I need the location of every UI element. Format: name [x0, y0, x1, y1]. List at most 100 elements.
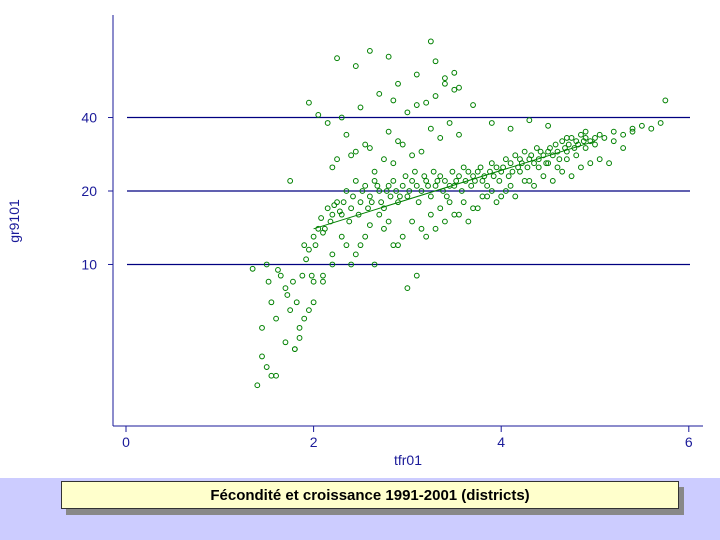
data-point — [324, 120, 331, 126]
data-point — [268, 372, 275, 379]
data-point — [545, 160, 551, 167]
data-point — [371, 168, 378, 175]
data-point — [453, 177, 460, 184]
data-point — [418, 188, 425, 194]
data-point — [474, 205, 481, 212]
data-point — [442, 218, 448, 225]
data-point — [484, 193, 491, 200]
data-point — [413, 71, 420, 78]
data-point — [657, 120, 664, 126]
data-point — [362, 182, 369, 189]
data-point — [437, 205, 444, 212]
data-point — [556, 156, 563, 163]
data-point — [505, 173, 512, 180]
data-point — [460, 164, 467, 171]
data-point — [296, 335, 303, 341]
data-point — [423, 99, 430, 106]
data-point — [629, 128, 636, 135]
data-point — [343, 242, 350, 249]
data-point — [334, 156, 340, 163]
data-point — [596, 156, 603, 163]
y-tick-label-40: 40 — [81, 110, 97, 126]
data-point — [537, 148, 544, 155]
data-point — [282, 285, 289, 292]
x-tick-label-4: 4 — [497, 434, 505, 450]
data-point — [528, 152, 535, 159]
data-point — [357, 199, 364, 206]
data-point — [521, 148, 528, 155]
data-point — [451, 86, 458, 93]
data-point — [488, 160, 495, 167]
data-point — [350, 193, 356, 200]
data-point — [432, 58, 439, 65]
data-point — [383, 188, 390, 194]
data-point — [568, 173, 575, 180]
data-point — [399, 182, 406, 189]
data-point — [334, 199, 340, 206]
data-point — [343, 131, 350, 138]
data-point — [592, 135, 598, 141]
data-point — [565, 141, 572, 148]
data-point — [320, 278, 326, 285]
data-point — [456, 173, 462, 180]
data-point — [601, 135, 608, 141]
data-point — [443, 193, 450, 200]
data-point — [456, 84, 462, 91]
data-point — [517, 168, 523, 175]
data-point — [460, 199, 467, 206]
data-point — [301, 242, 308, 249]
data-point — [456, 211, 462, 218]
chart-caption: Fécondité et croissance 1991-2001 (distr… — [61, 481, 679, 509]
y-tick-label-20: 20 — [81, 183, 97, 199]
data-point — [390, 177, 397, 184]
data-point — [348, 205, 355, 212]
data-point — [413, 182, 420, 189]
x-tick-label-0: 0 — [122, 434, 130, 450]
data-point — [423, 177, 430, 184]
data-point — [465, 168, 472, 175]
data-point — [496, 177, 503, 184]
data-point — [310, 233, 317, 240]
data-point — [404, 285, 411, 292]
data-point — [296, 324, 303, 331]
data-point — [312, 242, 319, 249]
grid-lines — [127, 116, 690, 266]
data-point — [526, 117, 533, 124]
data-point — [430, 168, 437, 175]
data-point — [606, 160, 612, 167]
data-point — [376, 211, 383, 218]
data-point — [299, 272, 306, 279]
data-point — [587, 138, 594, 145]
data-point — [282, 339, 289, 346]
data-point — [259, 324, 265, 331]
data-point — [406, 188, 413, 194]
data-point — [340, 199, 347, 206]
data-point — [404, 193, 411, 200]
data-point — [432, 182, 439, 189]
data-point — [395, 242, 401, 249]
axis-ticks: 10 20 40 0 2 4 6 — [81, 110, 692, 450]
data-point — [493, 199, 500, 206]
data-point — [346, 218, 353, 225]
data-point — [415, 199, 422, 206]
data-point — [343, 188, 350, 194]
data-point — [442, 80, 448, 87]
data-point — [265, 278, 272, 285]
data-point — [493, 164, 500, 171]
data-point — [434, 177, 441, 184]
data-point — [412, 168, 418, 175]
data-point — [284, 292, 291, 298]
data-point — [490, 173, 497, 180]
data-point — [559, 138, 566, 145]
data-point — [418, 225, 425, 232]
data-point — [587, 160, 594, 167]
data-point — [390, 97, 397, 104]
data-point — [413, 272, 420, 279]
data-point — [329, 261, 336, 268]
data-point — [318, 215, 325, 221]
data-point — [348, 261, 355, 268]
axes — [112, 15, 703, 427]
data-point — [402, 173, 409, 180]
data-point — [582, 135, 589, 141]
data-point — [507, 125, 514, 132]
